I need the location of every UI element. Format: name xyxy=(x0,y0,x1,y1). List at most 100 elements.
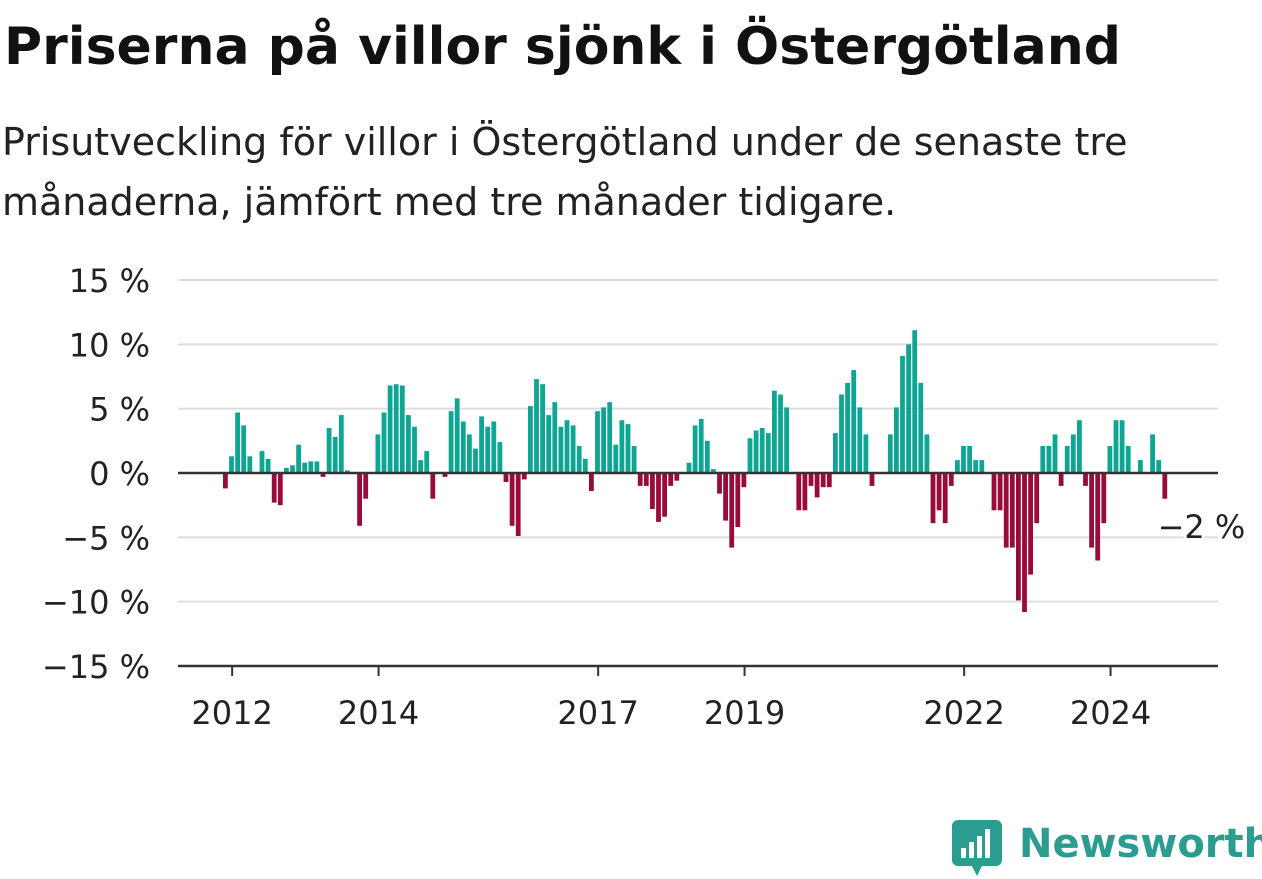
bar xyxy=(662,473,667,517)
bar xyxy=(491,421,497,473)
bar xyxy=(1022,473,1027,612)
bar xyxy=(802,473,808,511)
bar xyxy=(839,394,844,473)
bar xyxy=(332,437,338,473)
bar xyxy=(589,473,594,491)
bar xyxy=(1119,420,1125,473)
x-axis-tick-labels: 2012 2014 2017 2019 2022 2024 xyxy=(191,666,1151,732)
bar xyxy=(442,473,448,477)
bar xyxy=(521,473,527,480)
bar xyxy=(820,473,826,488)
bar xyxy=(607,402,613,473)
bar xyxy=(247,456,253,473)
bar xyxy=(290,465,295,473)
brand-logo: Newsworthy xyxy=(952,818,1262,876)
bar xyxy=(784,407,789,473)
bar xyxy=(1138,460,1143,473)
bar xyxy=(296,444,301,473)
bar xyxy=(942,473,948,524)
grid-lines xyxy=(178,279,1218,603)
bar xyxy=(967,446,972,473)
bar xyxy=(1040,446,1046,473)
bar xyxy=(668,473,674,486)
bar xyxy=(631,446,637,473)
bar xyxy=(894,407,899,473)
bar xyxy=(412,426,417,473)
bar xyxy=(223,473,228,489)
brand-name: Newsworthy xyxy=(1019,821,1262,867)
bar xyxy=(973,460,979,473)
y-tick-label: −5 % xyxy=(62,519,150,557)
last-value-annotation: −2 % xyxy=(1155,505,1249,549)
bar xyxy=(534,379,539,473)
bar-series xyxy=(223,330,1168,612)
bar xyxy=(637,473,643,486)
bar xyxy=(1052,434,1058,473)
bar xyxy=(955,460,960,473)
bar xyxy=(497,442,503,473)
bar xyxy=(485,426,491,473)
y-tick-label: −10 % xyxy=(42,584,150,622)
bar xyxy=(979,460,985,473)
bar xyxy=(345,470,350,473)
bar xyxy=(753,430,759,473)
bar xyxy=(363,473,369,499)
bar xyxy=(625,424,631,473)
bar xyxy=(772,390,777,473)
bar xyxy=(692,425,698,473)
bar xyxy=(723,473,728,521)
bar xyxy=(241,425,247,473)
bar xyxy=(808,473,814,486)
bar xyxy=(759,428,765,473)
bar xyxy=(930,473,936,524)
bar xyxy=(375,434,381,473)
x-tick-label: 2024 xyxy=(1070,694,1151,732)
bar xyxy=(314,461,320,473)
bar xyxy=(869,473,875,486)
bar xyxy=(906,344,911,473)
bar xyxy=(582,458,588,473)
bar xyxy=(936,473,942,511)
bar xyxy=(576,446,582,473)
bar xyxy=(418,460,423,473)
bar xyxy=(711,469,716,473)
bar xyxy=(1077,420,1082,473)
bar xyxy=(1046,446,1052,473)
bar xyxy=(1003,473,1009,548)
bar xyxy=(570,425,576,473)
bar xyxy=(845,382,850,473)
bar xyxy=(948,473,954,486)
bar xyxy=(735,473,741,527)
bar xyxy=(747,438,753,473)
bar xyxy=(833,433,838,473)
bar xyxy=(430,473,436,499)
y-tick-label: 0 % xyxy=(89,455,150,493)
bar xyxy=(1009,473,1015,548)
bar xyxy=(1028,473,1033,575)
bar xyxy=(479,416,484,473)
bar xyxy=(552,402,558,473)
bar xyxy=(473,448,478,473)
bar xyxy=(656,473,661,522)
bar xyxy=(619,420,625,473)
bar xyxy=(918,382,924,473)
bar xyxy=(863,434,869,473)
x-tick-label: 2017 xyxy=(557,694,638,732)
bar xyxy=(961,446,966,473)
bar xyxy=(900,355,905,473)
bar xyxy=(399,385,405,473)
bar xyxy=(284,467,289,473)
bar xyxy=(1095,473,1101,561)
bar xyxy=(271,473,277,503)
bar xyxy=(674,473,680,481)
bar xyxy=(1113,420,1119,473)
bar xyxy=(467,434,472,473)
bar xyxy=(277,473,283,506)
bar xyxy=(326,428,332,473)
x-tick-label: 2014 xyxy=(338,694,419,732)
bar xyxy=(1016,473,1021,601)
bar xyxy=(1058,473,1064,486)
bar xyxy=(796,473,802,511)
bar xyxy=(729,473,735,548)
bar xyxy=(1162,473,1168,499)
